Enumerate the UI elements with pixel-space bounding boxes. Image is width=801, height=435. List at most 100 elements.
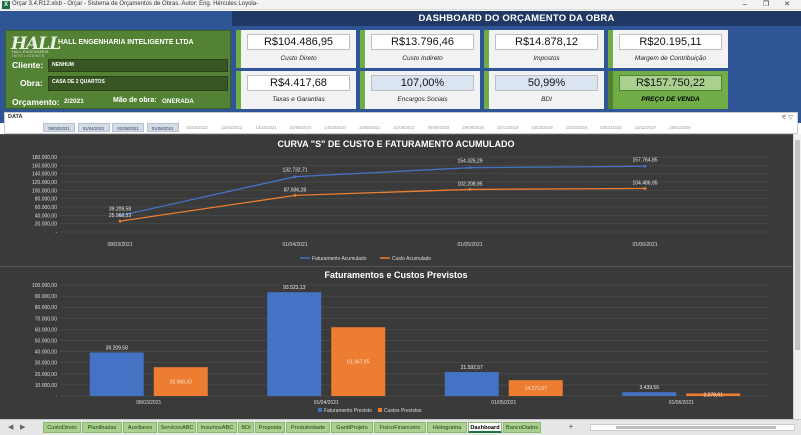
bar-1 (331, 327, 386, 396)
kpi-value: R$20.195,11 (619, 34, 722, 50)
y-tick-label: 90.000,00 (35, 294, 57, 300)
data-label: 25.968,33 (170, 380, 192, 386)
timeline-date-2[interactable]: 01/05/2021 (112, 123, 144, 132)
y-tick-label: 120.000,00 (32, 180, 57, 186)
date-timeline-slicer[interactable]: DATA ⚟ ▽ 08/03/2021 01/04/2021 01/05/2021 0… (4, 112, 798, 134)
timeline-date-15[interactable]: 10/10/2024 (565, 125, 588, 130)
timeline-date-0[interactable]: 08/03/2021 (43, 123, 75, 132)
x-tick-label: 08/03/2021 (136, 400, 161, 406)
timeline-date-7[interactable]: 20/06/2024 (289, 125, 312, 130)
y-tick-label: 20.000,00 (35, 222, 57, 228)
minimize-button[interactable]: – (743, 1, 747, 8)
horizontal-scrollbar[interactable] (590, 424, 795, 431)
timeline-date-1[interactable]: 01/04/2021 (77, 123, 110, 132)
scroll-thumb[interactable] (795, 140, 800, 350)
y-tick-label: 50.000,00 (35, 339, 57, 345)
y-tick-label: 100.000,00 (32, 188, 57, 194)
data-label: 21.592,57 (461, 365, 483, 371)
kpi-taxas: R$4.417,68 Taxas e Garantias (236, 71, 356, 109)
sheet-tab-servicosabc[interactable]: ServicosABC (158, 422, 196, 433)
kpi-preco-venda: R$157.750,22 PREÇO DE VENDA (608, 71, 728, 109)
timeline-date-12[interactable]: 29/08/2018 (462, 125, 484, 130)
orcamento-value: 2/2021 (64, 98, 84, 105)
kpi-custo-indireto: R$13.796,46 Custo Indireto (360, 30, 480, 68)
sheet-tab-fisicofinanceiro[interactable]: FisicoFinanceiro (374, 422, 426, 433)
timeline-date-17[interactable]: 10/12/2027 (634, 125, 657, 130)
add-sheet-button[interactable]: + (568, 422, 574, 431)
prev-sheet-icon[interactable]: ◀ (8, 424, 14, 431)
vertical-scrollbar[interactable] (793, 134, 801, 419)
mao-de-obra-value: ONERADA (162, 98, 194, 105)
sheet-tab-produtividade[interactable]: Produtividade (286, 422, 330, 433)
company-name: HALL ENGENHARIA INTELIGENTE LTDA (58, 39, 194, 46)
kpi-caption: Custo Indireto (402, 55, 443, 62)
kpi-bdi: 50,99% BDI (484, 71, 604, 109)
kpi-value: 50,99% (495, 75, 598, 91)
data-label: 132.732,71 (282, 168, 307, 174)
timeline-date-16[interactable]: 03/01/2025 (600, 125, 622, 130)
kpi-encargos: 107,00% Encargos Sociais (360, 71, 480, 109)
sheet-tab-bdi[interactable]: BDI (238, 422, 254, 433)
y-tick-label: 80.000,00 (35, 305, 57, 311)
timeline-date-8[interactable]: 14/03/2010 (324, 125, 346, 130)
timeline-date-11[interactable]: 09/05/2018 (427, 125, 450, 130)
legend-swatch (318, 408, 322, 412)
data-label: 104.486,95 (632, 180, 657, 186)
data-point (118, 214, 122, 218)
timeline-date-10[interactable]: 21/05/2012 (393, 125, 415, 130)
y-tick-label: 80.000,00 (35, 197, 57, 203)
kpi-caption: PREÇO DE VENDA (641, 96, 700, 103)
kpi-impostos: R$14.878,12 Impostos (484, 30, 604, 68)
timeline-date-14[interactable]: 10/03/2019 (531, 125, 553, 130)
timeline-date-9[interactable]: 10/08/2011 (358, 125, 381, 130)
bar-0 (89, 352, 144, 396)
timeline-date-5[interactable]: 11/04/2022 (220, 125, 243, 130)
sheet-tab-histograma[interactable]: Histograma (427, 422, 467, 433)
legend-label: Faturamento Acumulado (312, 256, 367, 262)
obra-field[interactable]: CASA DE 2 QUARTOS (48, 76, 228, 91)
y-tick-label: 40.000,00 (35, 350, 57, 356)
sheet-tab-bancodados[interactable]: BancoDados (503, 422, 541, 433)
y-tick-label: - (55, 394, 57, 400)
data-label: 102.208,95 (457, 181, 482, 187)
timeline-title: DATA (8, 114, 23, 120)
chart-title: CURVA "S" DE CUSTO E FATURAMENTO ACUMULA… (277, 139, 514, 149)
series-line-1 (119, 187, 646, 222)
timeline-date-18[interactable]: 28/01/2030 (669, 125, 691, 130)
restore-button[interactable]: ❐ (762, 1, 770, 8)
data-label: 39.209,58 (109, 207, 131, 213)
dashboard-title: DASHBOARD DO ORÇAMENTO DA OBRA (232, 11, 801, 26)
legend-swatch (378, 408, 382, 412)
bar-0 (444, 372, 499, 396)
y-tick-label: 70.000,00 (35, 316, 57, 322)
kpi-caption: Margem de Contribuição (634, 55, 707, 62)
sheet-tab-auxiliares[interactable]: Auxiliares (123, 422, 157, 433)
bar-1 (508, 380, 563, 396)
sheet-tab-custodireto[interactable]: CustoDireto (43, 422, 81, 433)
timeline-date-6[interactable]: 14/10/2021 (255, 125, 277, 130)
next-sheet-icon[interactable]: ▶ (20, 424, 26, 431)
y-tick-label: 60.000,00 (35, 205, 57, 211)
sheet-tab-dashboard[interactable]: Dashboard (468, 422, 502, 433)
excel-app-icon: X (2, 1, 10, 9)
hscroll-thumb[interactable] (616, 426, 776, 429)
cliente-label: Cliente: (12, 60, 44, 70)
timeline-date-13[interactable]: 10/12/2018 (496, 125, 519, 130)
sheet-tab-planilhadas[interactable]: Planilhadas (82, 422, 122, 433)
kpi-caption: Encargos Sociais (397, 96, 448, 103)
close-button[interactable]: ✕ (784, 1, 790, 8)
kpi-value: R$13.796,46 (371, 34, 474, 50)
sheet-tab-insumosabc[interactable]: InsumosABC (197, 422, 237, 433)
sheet-tab-proposta[interactable]: Proposta (255, 422, 285, 433)
timeline-date-3[interactable]: 01/06/2021 (146, 123, 179, 132)
timeline-date-4[interactable]: 01/05/2022 (186, 125, 208, 130)
y-tick-label: 60.000,00 (35, 327, 57, 333)
sheet-tab-ganttprojeto[interactable]: GanttProjeto (331, 422, 373, 433)
legend-label: Custos Previstos (384, 408, 422, 414)
faturamentos-svg: Faturamentos e Custos Previstos - 10.000,0… (32, 270, 770, 414)
data-label: 93.523,13 (283, 285, 305, 291)
kpi-caption: Impostos (533, 55, 560, 62)
kpi-value: R$104.486,95 (247, 34, 350, 50)
cliente-field[interactable]: NENHUM (48, 59, 228, 72)
clear-filter-icon[interactable]: ⚟ ▽ (781, 115, 793, 121)
